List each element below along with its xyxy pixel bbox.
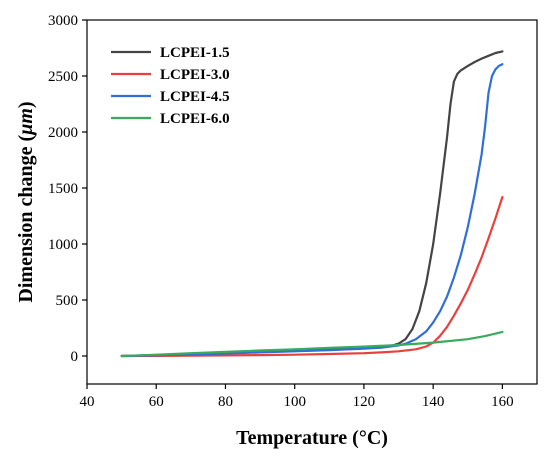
y-tick-label: 1500 bbox=[48, 181, 78, 197]
legend-label: LCPEI-1.5 bbox=[160, 45, 230, 61]
x-tick-label: 80 bbox=[218, 394, 233, 410]
legend-label: LCPEI-3.0 bbox=[160, 67, 230, 83]
ticks-layer: 40 60 80 100 120 140 160 0 500 1000 1500 2000 2500 30… bbox=[48, 13, 514, 410]
legend-label: LCPEI-4.5 bbox=[160, 89, 230, 105]
plot-frame bbox=[86, 19, 538, 385]
x-axis-title: Temperature (°C) bbox=[236, 427, 388, 449]
y-axis-title: Dimension change (μm) bbox=[15, 101, 37, 302]
y-tick-label: 1000 bbox=[48, 237, 78, 253]
plot-border bbox=[86, 19, 538, 385]
y-axis-title-suffix: ) bbox=[15, 101, 37, 108]
y-tick-label: 3000 bbox=[48, 13, 78, 29]
x-tick-label: 140 bbox=[422, 394, 445, 410]
x-tick-label: 40 bbox=[80, 394, 95, 410]
y-tick-label: 2500 bbox=[48, 69, 78, 85]
legend-label: LCPEI-6.0 bbox=[160, 111, 230, 127]
legend: LCPEI-1.5 LCPEI-3.0 LCPEI-4.5 LCPEI-6.0 bbox=[111, 45, 230, 127]
y-axis-title-unit: μm bbox=[15, 108, 37, 136]
x-tick-label: 60 bbox=[149, 394, 164, 410]
series-line-lcpei-3-0 bbox=[120, 195, 504, 358]
y-tick-label: 500 bbox=[56, 293, 79, 309]
series-line-lcpei-6-0 bbox=[120, 330, 504, 358]
x-tick-label: 120 bbox=[353, 394, 376, 410]
y-axis-title-prefix: Dimension change ( bbox=[15, 134, 37, 302]
series-line-lcpei-4-5 bbox=[120, 63, 504, 358]
y-tick-label: 0 bbox=[71, 349, 79, 365]
y-tick-label: 2000 bbox=[48, 125, 78, 141]
series-layer bbox=[120, 50, 504, 358]
x-tick-label: 160 bbox=[491, 394, 514, 410]
x-tick-label: 100 bbox=[283, 394, 306, 410]
